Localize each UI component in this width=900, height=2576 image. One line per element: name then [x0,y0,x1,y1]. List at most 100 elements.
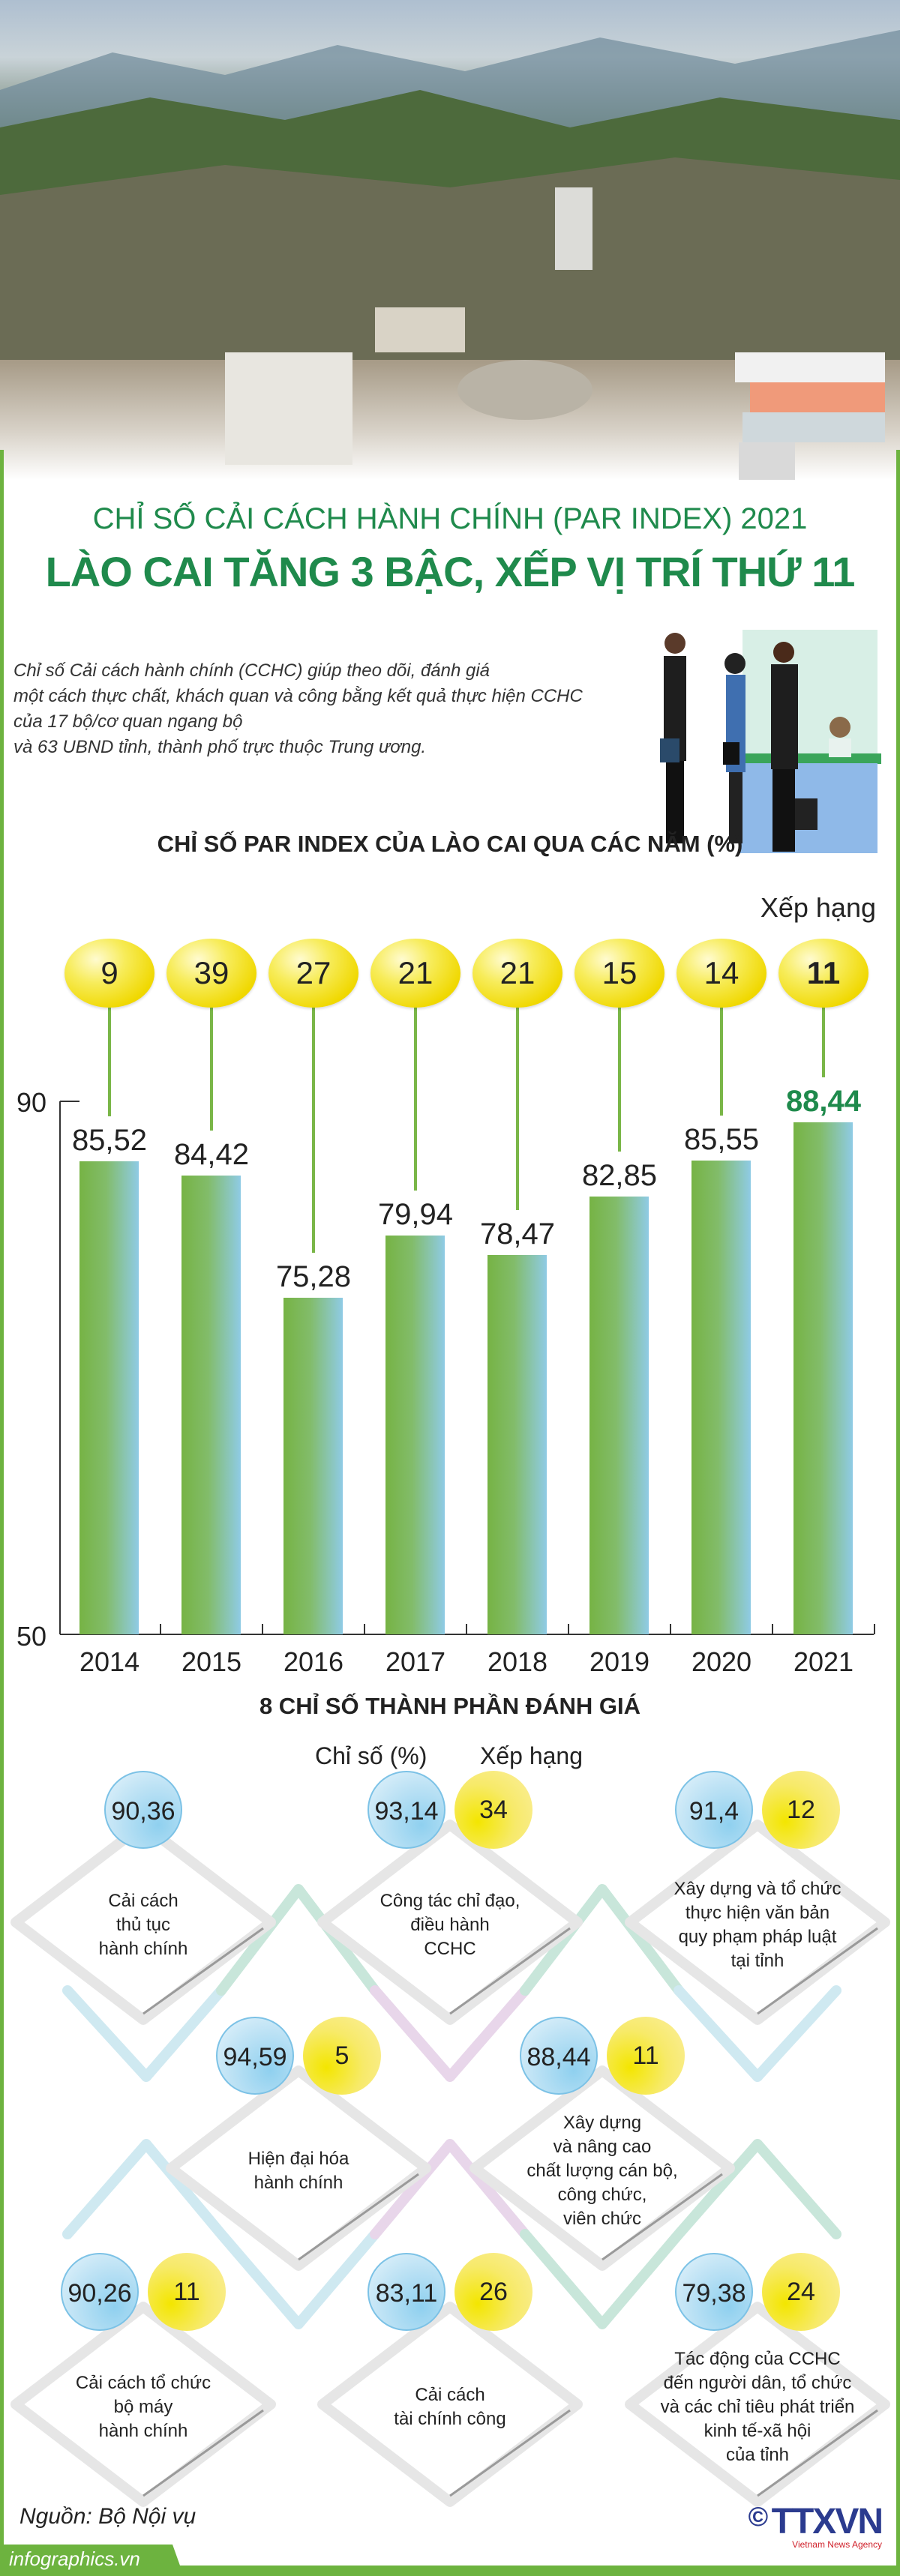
header-photo-lao-cai-city [0,0,900,480]
diamond-frame [10,1820,276,2025]
component-label-line: quy phạm pháp luật [678,1927,837,1947]
zigzag-blue [674,1985,842,2082]
rank-label: Xếp hạng [760,892,876,923]
component-label-line: hành chính [254,2173,344,2193]
rank-badge: 9 [64,939,154,1008]
zigzag-blue [62,1985,226,2082]
component-label-line: Cải cách [108,1891,178,1911]
diamond-frame [470,2065,735,2271]
rank-connector [720,1008,723,1116]
x-ticks [160,1624,875,1634]
left-border [0,450,4,2576]
component-label: Cải cách tổ chức bộ máy hành chính [31,2371,256,2443]
component-label-line: và nâng cao [553,2137,652,2157]
zigzag-teal [520,2139,842,2329]
intro-line: của 17 bộ/cơ quan ngang bộ [14,711,243,732]
component-label-line: viên chức [562,2209,642,2229]
x-tick-label: 2016 [283,1646,344,1677]
rank-badge: 21 [472,939,562,1008]
copyright-icon: © [748,2501,769,2532]
diamond-frame [317,1820,583,2025]
index-circle: 90,26 [61,2253,139,2331]
page-title: LÀO CAI TĂNG 3 BẬC, XẾP VỊ TRÍ THỨ 11 [45,548,856,595]
component-label-line: đến người dân, tổ chức [663,2373,852,2393]
rank-circle: 5 [303,2017,381,2095]
rank-badge: 15 [574,939,664,1008]
intro-line: một cách thực chất, khách quan và công b… [14,686,583,706]
chart-title: CHỈ SỐ PAR INDEX CỦA LÀO CAI QUA CÁC NĂM… [157,831,743,857]
component-label-line: chất lượng cán bộ, [526,2161,678,2181]
rank-circle: 24 [762,2253,840,2331]
component-label-line: tài chính công [394,2409,506,2429]
books-decoration [735,352,885,382]
x-tick-label: 2017 [385,1646,446,1677]
value-label: 84,42 [173,1138,250,1172]
y-tick-label-50: 50 [16,1621,47,1652]
component-label-line: thực hiện văn bản [685,1903,830,1923]
rank-badge: 27 [268,939,358,1008]
rank-circle: 11 [607,2017,685,2095]
diamond-frame [625,1820,890,2025]
value-label: 82,85 [581,1159,658,1193]
index-circle: 83,11 [368,2253,446,2331]
rank-connector [516,1008,519,1210]
legend-index: Chỉ số (%) [315,1742,428,1769]
intro-line: Chỉ số Cải cách hành chính (CCHC) giúp t… [14,660,490,681]
landscape-illustration [0,30,900,480]
logo-subtitle: Vietnam News Agency [792,2539,882,2550]
rank-connector [312,1008,315,1253]
component-label-line: bộ máy [113,2397,173,2417]
zigzag-teal [216,1884,380,1996]
component-label: Hiện đại hóa hành chính [186,2147,411,2195]
component-label: Xây dựng và tổ chức thực hiện văn bản quy … [645,1877,870,1973]
x-tick-label: 2014 [79,1646,140,1677]
component-label-line: Cải cách tổ chức [75,2373,212,2393]
right-border [896,450,900,2576]
value-label: 85,55 [683,1123,760,1157]
site-link[interactable]: infographics.vn [9,2548,140,2570]
component-label-line: hành chính [98,1939,188,1959]
component-label-line: công chức, [557,2185,647,2205]
y-tick-label-90: 90 [16,1087,47,1118]
component-label-line: Hiện đại hóa [248,2149,350,2169]
x-tick-label: 2021 [793,1646,854,1677]
bar-2014 [80,1161,139,1634]
component-label-line: Tác động của CCHC [674,2349,841,2369]
bar-2018 [488,1254,547,1634]
index-circle: 93,14 [368,1771,446,1849]
component-label-line: Xây dựng và tổ chức [674,1879,842,1899]
index-circle: 88,44 [520,2017,598,2095]
component-label: Cải cách thủ tục hành chính [31,1889,256,1961]
index-circle: 94,59 [216,2017,294,2095]
x-tick-label: 2015 [181,1646,242,1677]
component-label-line: của tỉnh [725,2445,790,2465]
value-label: 88,44 [785,1084,862,1118]
legend-rank: Xếp hạng [480,1742,584,1769]
rank-connector [108,1008,111,1116]
value-label: 78,47 [479,1217,556,1251]
bar-2016 [284,1297,343,1634]
rank-circle: 12 [762,1771,840,1849]
rank-connector [618,1008,621,1152]
component-label-line: tại tỉnh [730,1951,784,1971]
component-label-line: Xây dựng [562,2113,642,2133]
bar-2019 [590,1197,649,1634]
chart-axes [59,1101,875,1635]
rank-connector [414,1008,417,1191]
bar-2021 [794,1122,853,1634]
component-label-line: Công tác chỉ đạo, [380,1891,520,1911]
component-label-line: Cải cách [415,2385,485,2405]
diamond-frame [625,2302,890,2507]
logo-text: TTXVN [771,2502,884,2542]
component-label-line: CCHC [424,1939,476,1959]
value-label: 79,94 [377,1197,454,1231]
component-label-line: và các chỉ tiêu phát triển [660,2397,855,2417]
background-zigzag [62,1884,842,2329]
component-label: Cải cách tài chính công [338,2383,562,2431]
x-tick-label: 2020 [691,1646,752,1677]
x-tick-label: 2019 [589,1646,650,1677]
zigzag-purple [370,1985,530,2082]
component-label-line: hành chính [98,2421,188,2441]
rank-badge: 11 [778,939,868,1008]
rank-connector [210,1008,213,1131]
